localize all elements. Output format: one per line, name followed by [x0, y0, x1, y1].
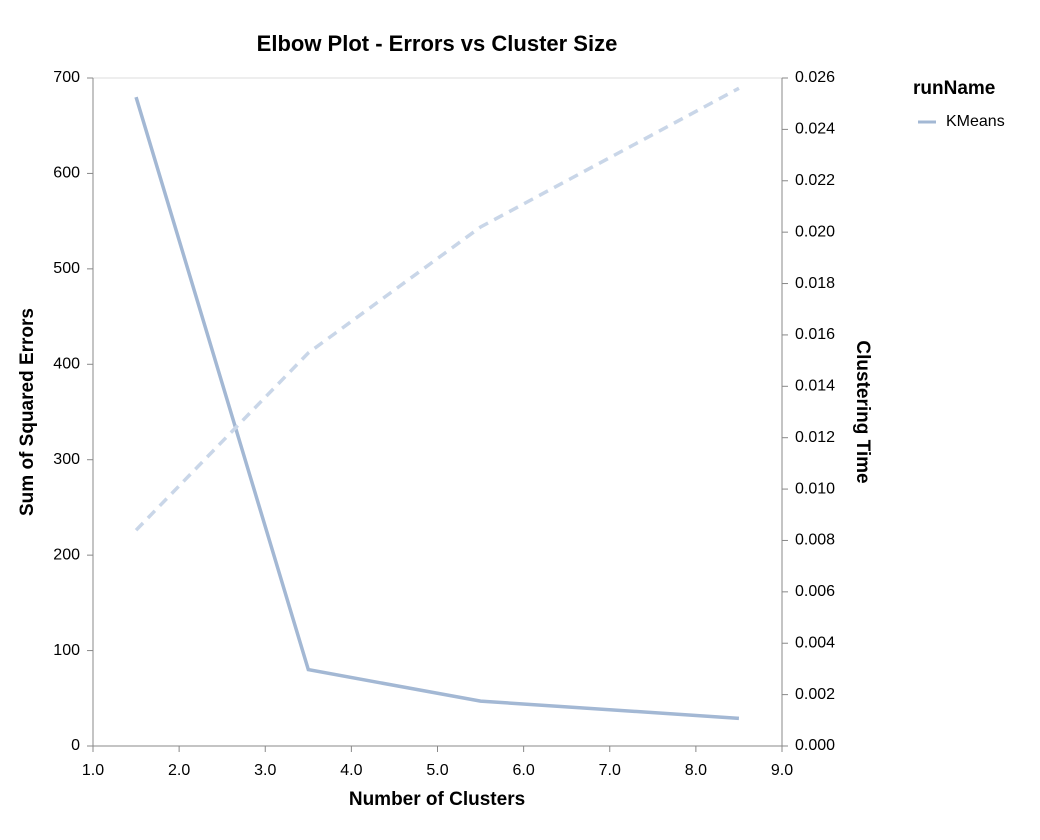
y-tick-label: 0: [71, 737, 80, 754]
x-axis-title: Number of Clusters: [349, 789, 525, 810]
y-tick-label: 600: [53, 165, 80, 182]
y2-tick-label: 0.006: [795, 583, 835, 600]
y2-tick-label: 0.024: [795, 121, 835, 138]
x-tick-label: 8.0: [685, 762, 707, 779]
legend-label: KMeans: [946, 113, 1005, 130]
y2-tick-label: 0.020: [795, 223, 835, 240]
y2-tick-label: 0.018: [795, 275, 835, 292]
legend-title: runName: [913, 78, 995, 99]
y2-tick-label: 0.026: [795, 69, 835, 86]
x-tick-label: 2.0: [168, 762, 190, 779]
x-tick-label: 3.0: [254, 762, 276, 779]
y2-tick-label: 0.002: [795, 686, 835, 703]
x-tick-label: 1.0: [82, 762, 104, 779]
x-tick-label: 9.0: [771, 762, 793, 779]
y-tick-label: 100: [53, 642, 80, 659]
y-tick-label: 500: [53, 260, 80, 277]
y-axis-title: Sum of Squared Errors: [17, 308, 38, 516]
y2-tick-label: 0.010: [795, 480, 835, 497]
x-tick-label: 4.0: [340, 762, 362, 779]
y2-tick-label: 0.022: [795, 172, 835, 189]
y-tick-label: 400: [53, 356, 80, 373]
x-tick-label: 6.0: [513, 762, 535, 779]
y-tick-label: 700: [53, 69, 80, 86]
series-line: [134, 96, 740, 721]
y2-tick-label: 0.012: [795, 429, 835, 446]
y2-tick-label: 0.000: [795, 737, 835, 754]
chart-title: Elbow Plot - Errors vs Cluster Size: [257, 31, 618, 56]
y2-tick-label: 0.004: [795, 634, 835, 651]
y-tick-label: 200: [53, 546, 80, 563]
series-line: [134, 86, 740, 532]
y-tick-label: 300: [53, 451, 80, 468]
y2-axis-title: Clustering Time: [852, 340, 873, 483]
y2-tick-label: 0.014: [795, 378, 835, 395]
x-tick-label: 7.0: [599, 762, 621, 779]
y2-tick-label: 0.016: [795, 326, 835, 343]
x-tick-label: 5.0: [426, 762, 448, 779]
y2-tick-label: 0.008: [795, 532, 835, 549]
